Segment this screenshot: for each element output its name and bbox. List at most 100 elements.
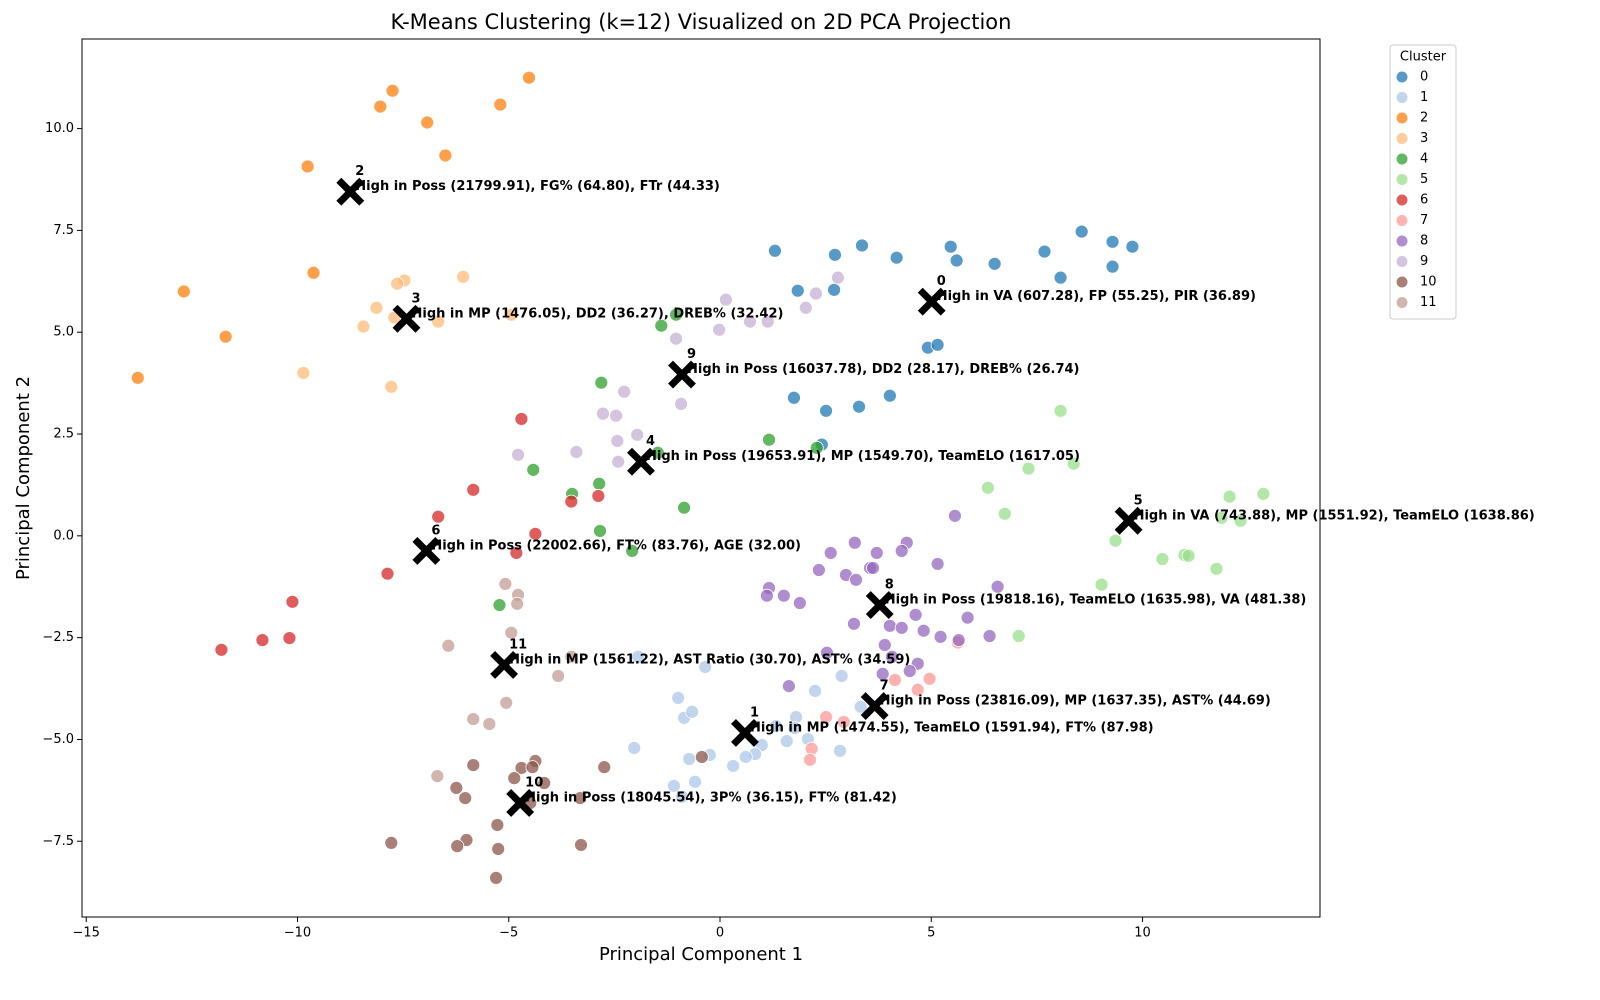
data-point: [1094, 577, 1109, 592]
data-point: [609, 408, 623, 423]
data-point: [449, 781, 464, 795]
data-point: [738, 750, 753, 764]
data-point: [1105, 234, 1120, 249]
data-point: [811, 563, 826, 577]
data-point: [776, 588, 791, 603]
y-tick-label: 7.5: [53, 223, 74, 238]
data-point: [743, 314, 757, 329]
centroid-marker: [668, 360, 696, 389]
data-point: [438, 148, 453, 163]
data-point: [492, 598, 507, 612]
data-point: [882, 388, 897, 403]
centroid-marker: [412, 536, 441, 565]
data-point: [1214, 511, 1229, 525]
data-point: [768, 243, 782, 258]
data-point: [1011, 629, 1026, 643]
data-point: [526, 462, 541, 477]
data-point: [420, 115, 435, 130]
data-point: [466, 482, 481, 497]
centroid-annotation: High in VA (607.28), FP (55.25), PIR (36…: [937, 289, 1256, 304]
data-point: [282, 631, 297, 645]
data-point: [671, 691, 686, 705]
centroid-annotation: High in Poss (19818.16), TeamELO (1635.9…: [885, 593, 1307, 608]
data-point: [781, 679, 796, 693]
data-point: [466, 712, 481, 726]
data-point: [828, 247, 842, 262]
data-point: [760, 588, 774, 603]
data-point: [726, 759, 741, 773]
centroid-annotation: High in Poss (19653.91), MP (1549.70), T…: [646, 449, 1080, 464]
x-tick-label: −10: [284, 926, 311, 941]
centroid-marker: [336, 177, 365, 206]
centroid-label: 9: [687, 347, 696, 362]
centroid-annotation: High in Poss (22002.66), FT% (83.76), AG…: [431, 538, 801, 553]
data-point: [682, 752, 697, 766]
legend-label: 6: [1420, 193, 1428, 208]
data-point: [511, 447, 525, 462]
data-point: [987, 256, 1002, 271]
data-point: [528, 526, 543, 541]
centroid-label: 8: [885, 578, 894, 593]
data-point: [504, 307, 519, 322]
data-point: [982, 629, 997, 643]
data-point: [176, 284, 191, 299]
data-point: [385, 83, 400, 98]
legend-marker: [1395, 193, 1409, 207]
data-point: [885, 649, 899, 664]
centroid-annotation: High in MP (1474.55), TeamELO (1591.94),…: [750, 720, 1154, 735]
x-tick-label: 5: [927, 926, 935, 941]
data-point: [933, 629, 948, 644]
data-point: [1108, 533, 1123, 548]
data-point: [820, 645, 834, 660]
data-point: [836, 715, 851, 729]
data-point: [803, 752, 817, 767]
legend-label: 5: [1420, 172, 1428, 187]
data-point: [509, 546, 524, 560]
data-point: [877, 638, 892, 652]
data-point: [830, 270, 845, 285]
data-point: [1074, 224, 1089, 239]
data-point: [809, 286, 823, 301]
legend-marker: [1395, 214, 1409, 227]
data-point: [504, 625, 519, 640]
data-point: [980, 480, 995, 495]
centroid-marker: [506, 789, 535, 817]
data-point: [669, 307, 683, 322]
data-point: [625, 543, 640, 558]
data-point: [819, 403, 833, 418]
data-point: [564, 649, 579, 664]
data-point: [611, 454, 626, 469]
data-point: [592, 476, 607, 491]
data-point: [949, 253, 964, 268]
data-point: [910, 682, 925, 697]
legend-label: 8: [1420, 234, 1428, 249]
data-point: [922, 671, 937, 686]
centroid-label: 7: [880, 679, 889, 694]
data-point: [1256, 486, 1271, 501]
data-point: [525, 760, 540, 775]
data-point: [997, 506, 1012, 521]
x-tick-label: −15: [73, 926, 100, 941]
x-tick-label: 10: [1134, 926, 1151, 941]
data-point: [685, 704, 700, 719]
data-point: [930, 337, 945, 352]
legend-label: 4: [1420, 152, 1428, 167]
data-point: [466, 758, 481, 773]
data-point: [1155, 552, 1170, 566]
data-point: [431, 509, 446, 524]
data-point: [719, 292, 733, 307]
data-point: [441, 638, 456, 653]
centroid-label: 3: [411, 291, 420, 306]
legend-label: 10: [1420, 275, 1437, 290]
data-point: [1233, 513, 1248, 528]
data-point: [888, 673, 902, 687]
data-point: [597, 760, 612, 775]
data-point: [499, 695, 514, 710]
y-tick-label: 0.0: [53, 528, 74, 543]
data-point: [852, 399, 866, 414]
data-point: [631, 649, 645, 664]
data-point: [514, 412, 529, 426]
data-point: [1037, 244, 1052, 259]
data-point: [847, 616, 861, 631]
